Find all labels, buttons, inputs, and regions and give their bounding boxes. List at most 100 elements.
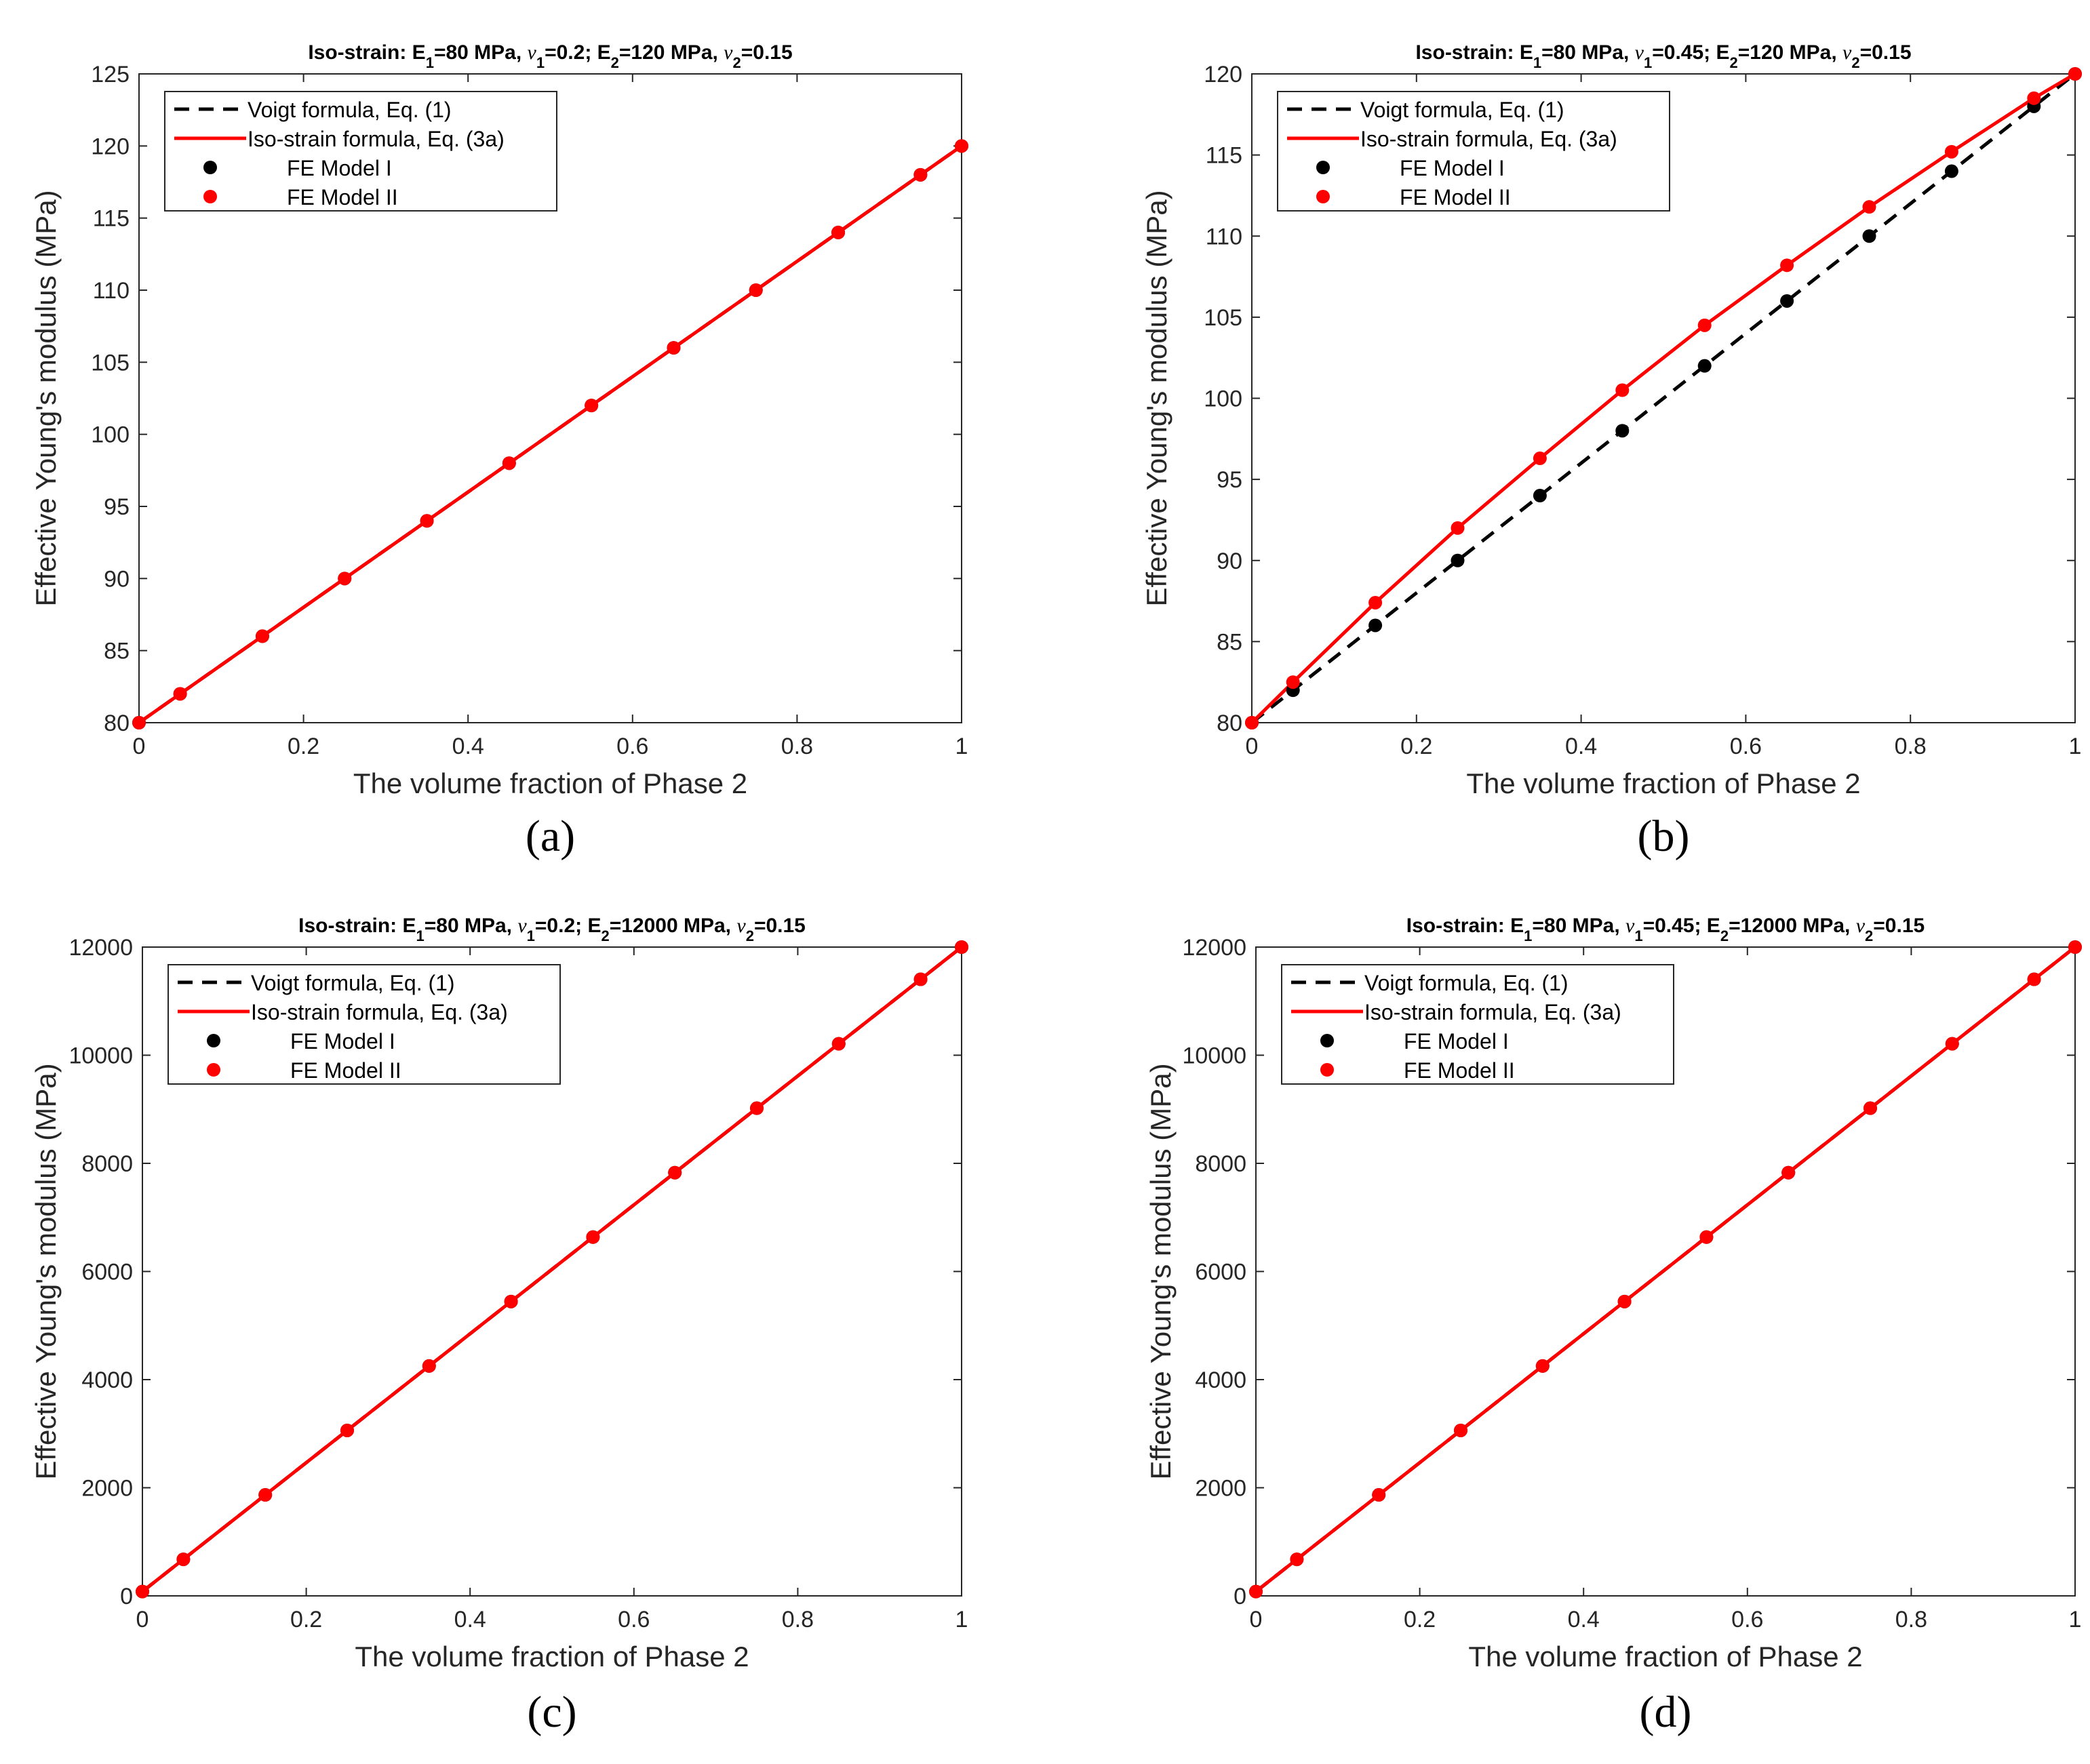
legend-label: FE Model I bbox=[287, 156, 392, 180]
x-tick-label: 0 bbox=[136, 1607, 149, 1632]
chart-title: Iso-strain: E1=80 MPa, ν1=0.45; E2=12000… bbox=[1406, 915, 1925, 944]
title-nu2-sub: 2 bbox=[1865, 927, 1873, 944]
title-prefix: Iso-strain: E bbox=[298, 915, 416, 937]
title-e1-value: =80 MPa, bbox=[1532, 915, 1625, 937]
y-tick-label: 90 bbox=[104, 566, 130, 592]
title-nu-symbol: ν bbox=[517, 915, 527, 937]
title-e2-sub: 2 bbox=[611, 54, 619, 71]
x-tick-label: 0.8 bbox=[1895, 734, 1927, 759]
title-e2-value: =120 MPa, bbox=[619, 41, 724, 64]
title-e1-sub: 1 bbox=[1524, 927, 1532, 944]
legend-label: Iso-strain formula, Eq. (3a) bbox=[1360, 127, 1617, 151]
legend-swatch-marker bbox=[1316, 190, 1330, 203]
y-tick-label: 105 bbox=[1204, 305, 1242, 331]
data-point-fe-model-ii bbox=[749, 283, 763, 297]
x-tick-label: 0.6 bbox=[616, 734, 648, 759]
x-tick-label: 0.6 bbox=[618, 1607, 650, 1632]
y-tick-label: 2000 bbox=[81, 1476, 133, 1502]
title-nu2-value: =0.15 bbox=[1860, 41, 1912, 64]
y-tick-label: 80 bbox=[104, 710, 130, 736]
title-prefix: Iso-strain: E bbox=[308, 41, 425, 64]
y-tick-label: 85 bbox=[1217, 629, 1242, 655]
y-tick-label: 2000 bbox=[1195, 1476, 1246, 1502]
title-e1-sub: 1 bbox=[426, 54, 434, 71]
title-e1-value: =80 MPa, bbox=[434, 41, 528, 64]
x-tick-label: 0 bbox=[1250, 1607, 1263, 1632]
y-axis-label: Effective Young's modulus (MPa) bbox=[30, 1063, 62, 1479]
x-tick-label: 0.4 bbox=[454, 1607, 486, 1632]
data-point-fe-model-ii bbox=[1615, 383, 1630, 397]
title-prefix: Iso-strain: E bbox=[1415, 41, 1533, 64]
data-point-fe-model-i bbox=[1862, 229, 1876, 243]
x-axis-label: The volume fraction of Phase 2 bbox=[1466, 767, 1860, 799]
legend-swatch-marker bbox=[207, 1063, 220, 1077]
x-tick-label: 0.6 bbox=[1731, 1607, 1763, 1632]
title-prefix: Iso-strain: E bbox=[1406, 915, 1524, 937]
y-tick-label: 110 bbox=[1206, 224, 1242, 249]
title-nu1-value: =0.45; E bbox=[1652, 41, 1729, 64]
series-line-voigt-formula-eq-1 bbox=[1250, 73, 2076, 724]
title-e2-sub: 2 bbox=[1720, 927, 1729, 944]
chart-panel-c: 0 0.2 0.4 0.6 0.8 1 0 2000 4000 6000 8000 10000 1200… bbox=[30, 915, 968, 1737]
x-tick-label: 0.2 bbox=[1400, 734, 1432, 759]
data-point-fe-model-ii bbox=[1368, 595, 1383, 609]
panel-caption: (c) bbox=[527, 1687, 576, 1737]
panel-caption: (a) bbox=[526, 811, 575, 861]
title-nu-symbol: ν bbox=[528, 41, 537, 64]
chart-panel-b: 0 0.2 0.4 0.6 0.8 1 80 85 90 95 100 105 110 115 120 The… bbox=[1141, 41, 2082, 861]
y-tick-label: 8000 bbox=[1195, 1151, 1246, 1177]
title-nu2-sub: 2 bbox=[733, 54, 741, 71]
y-axis-label: Effective Young's modulus (MPa) bbox=[1141, 190, 1172, 606]
series-line-iso-strain-formula-eq-3a bbox=[141, 946, 963, 1593]
title-nu2-sub: 2 bbox=[746, 927, 754, 944]
title-nu-symbol: ν bbox=[1842, 41, 1852, 64]
title-nu1-sub: 1 bbox=[1634, 927, 1642, 944]
data-point-fe-model-ii bbox=[132, 716, 146, 729]
data-point-fe-model-ii bbox=[750, 1101, 764, 1115]
data-point-fe-model-ii bbox=[1290, 1552, 1304, 1567]
y-tick-label: 90 bbox=[1217, 548, 1242, 574]
x-tick-label: 0 bbox=[133, 734, 146, 759]
legend-label: Voigt formula, Eq. (1) bbox=[251, 971, 455, 995]
x-tick-label: 0.4 bbox=[1568, 1607, 1600, 1632]
legend: Voigt formula, Eq. (1) Iso-strain formula… bbox=[1277, 91, 1670, 212]
series-line-iso-strain-formula-eq-3a bbox=[138, 144, 963, 725]
legend-label: Voigt formula, Eq. (1) bbox=[1364, 971, 1569, 995]
y-tick-label: 6000 bbox=[81, 1260, 133, 1285]
y-tick-label: 105 bbox=[91, 350, 130, 376]
panel-caption: (d) bbox=[1640, 1687, 1692, 1737]
title-e2-sub: 2 bbox=[1730, 54, 1738, 71]
data-point-fe-model-ii bbox=[176, 1552, 191, 1567]
data-point-fe-model-ii bbox=[1372, 1488, 1386, 1502]
title-nu-symbol: ν bbox=[724, 41, 733, 64]
legend-label: Iso-strain formula, Eq. (3a) bbox=[248, 127, 505, 151]
data-point-fe-model-ii bbox=[1697, 318, 1712, 332]
data-point-fe-model-ii bbox=[504, 1294, 518, 1308]
chart-title: Iso-strain: E1=80 MPa, ν1=0.2; E2=12000 … bbox=[298, 915, 806, 944]
data-point-fe-model-ii bbox=[1945, 1037, 1959, 1051]
data-point-fe-model-ii bbox=[1862, 200, 1876, 214]
panel-caption: (b) bbox=[1638, 811, 1690, 861]
data-point-fe-model-ii bbox=[1944, 144, 1958, 159]
legend-swatch-marker bbox=[207, 1034, 220, 1047]
data-point-fe-model-ii bbox=[338, 572, 352, 586]
data-point-fe-model-ii bbox=[258, 1488, 273, 1502]
y-tick-label: 12000 bbox=[1182, 935, 1246, 961]
y-tick-label: 6000 bbox=[1195, 1260, 1246, 1285]
x-tick-label: 0 bbox=[1246, 734, 1259, 759]
y-tick-label: 10000 bbox=[1182, 1043, 1246, 1069]
legend-label: Iso-strain formula, Eq. (3a) bbox=[1364, 1000, 1621, 1024]
y-tick-label: 125 bbox=[91, 62, 130, 87]
y-tick-label: 4000 bbox=[81, 1367, 133, 1393]
legend-label: Iso-strain formula, Eq. (3a) bbox=[251, 1000, 508, 1024]
legend-label: FE Model I bbox=[1404, 1029, 1509, 1054]
title-nu1-sub: 1 bbox=[1644, 54, 1652, 71]
legend-label: FE Model II bbox=[290, 1058, 401, 1083]
legend: Voigt formula, Eq. (1) Iso-strain formula… bbox=[167, 964, 561, 1085]
series-line-iso-strain-formula-eq-3a bbox=[1250, 72, 2076, 724]
data-point-fe-model-ii bbox=[586, 1230, 600, 1244]
data-point-fe-model-ii bbox=[668, 1165, 682, 1180]
data-point-fe-model-ii bbox=[913, 972, 928, 986]
legend-swatch-marker bbox=[1320, 1063, 1334, 1077]
